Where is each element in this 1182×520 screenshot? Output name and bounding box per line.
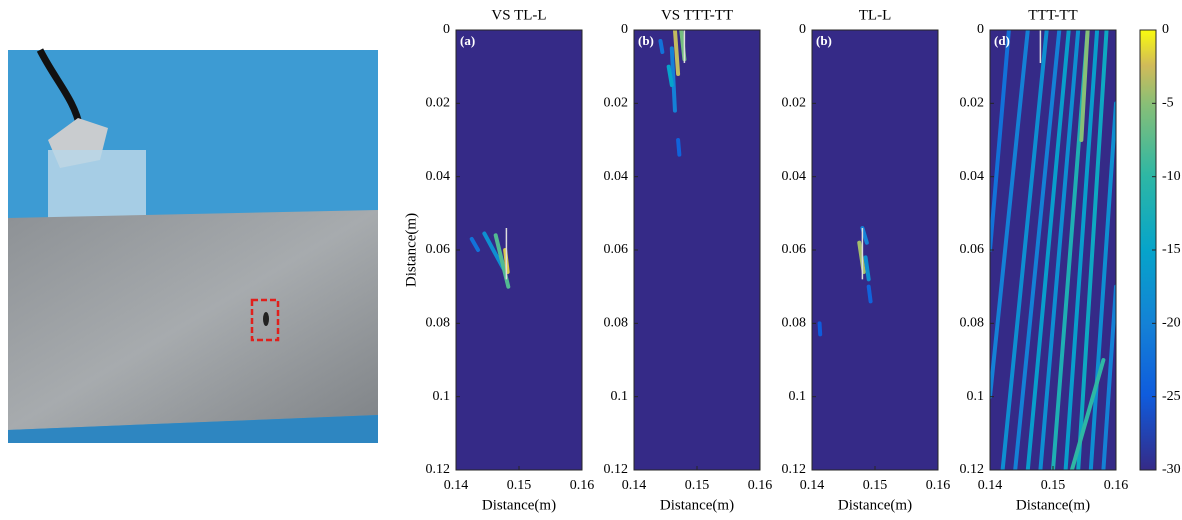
panel-label: (b) <box>816 33 832 48</box>
y-tick-label: 0.02 <box>782 96 807 111</box>
y-tick-label: 0.1 <box>611 389 629 404</box>
intensity-streak <box>482 231 506 271</box>
x-tick-label: 0.16 <box>1104 478 1129 493</box>
colorbar-tick-label: -10 <box>1162 169 1181 184</box>
y-tick-label: 0.1 <box>967 389 985 404</box>
y-tick-label: 0 <box>977 22 984 37</box>
panel-title: TTT-TT <box>1028 7 1077 23</box>
photo <box>8 48 378 443</box>
defect-box <box>250 298 280 342</box>
colorbar-tick-label: -15 <box>1162 242 1181 257</box>
y-axis-label: Distance(m) <box>403 213 419 287</box>
intensity-streak <box>669 46 677 113</box>
plot-background <box>456 30 582 470</box>
plot-area <box>817 226 873 337</box>
plot-area <box>990 30 1116 470</box>
intensity-streak <box>1000 30 1049 470</box>
y-tick-label: 0.12 <box>604 462 629 477</box>
intensity-streak <box>1063 30 1100 470</box>
intensity-streak <box>666 64 674 87</box>
y-tick-label: 0.04 <box>604 169 629 184</box>
intensity-streak <box>1088 101 1116 470</box>
y-tick-label: 0.1 <box>789 389 807 404</box>
intensity-streak <box>1069 358 1106 470</box>
intensity-streak <box>1025 30 1071 470</box>
y-tick-label: 0 <box>621 22 628 37</box>
y-tick-label: 0.06 <box>426 242 451 257</box>
x-tick-label: 0.16 <box>748 478 773 493</box>
wedge <box>48 150 146 222</box>
y-tick-label: 0.12 <box>426 462 451 477</box>
panel-label: (d) <box>994 33 1010 48</box>
x-tick-label: 0.14 <box>622 478 647 493</box>
intensity-streak <box>990 30 1011 252</box>
plot-area <box>469 228 511 289</box>
intensity-streak <box>990 30 1030 399</box>
y-tick-label: 0.04 <box>782 169 807 184</box>
intensity-streak <box>672 30 681 76</box>
intensity-streak <box>1038 30 1081 470</box>
x-tick-label: 0.15 <box>863 478 888 493</box>
y-tick-label: 0.08 <box>604 316 629 331</box>
intensity-streak <box>866 284 873 304</box>
plot-area <box>658 30 687 157</box>
x-axis-label: Distance(m) <box>838 497 912 513</box>
plot-background <box>812 30 938 470</box>
y-tick-label: 0.1 <box>433 389 451 404</box>
intensity-streak <box>817 321 823 337</box>
panel-title: VS TL-L <box>491 7 546 23</box>
x-tick-label: 0.14 <box>978 478 1003 493</box>
intensity-streak <box>658 39 665 54</box>
x-axis-label: Distance(m) <box>660 497 734 513</box>
intensity-streak <box>469 237 481 252</box>
photo-table <box>8 415 378 443</box>
y-tick-label: 0 <box>799 22 806 37</box>
colorbar-tick-label: -30 <box>1162 462 1181 477</box>
y-tick-label: 0.02 <box>960 96 985 111</box>
panel-label: (b) <box>638 33 654 48</box>
y-tick-label: 0.08 <box>782 316 807 331</box>
y-tick-label: 0.12 <box>782 462 807 477</box>
colorbar-tick-label: -5 <box>1162 96 1174 111</box>
y-tick-label: 0.02 <box>604 96 629 111</box>
x-axis-label: Distance(m) <box>482 497 556 513</box>
y-tick-label: 0.08 <box>426 316 451 331</box>
y-tick-label: 0.08 <box>960 316 985 331</box>
defect <box>263 312 269 326</box>
intensity-streak <box>1101 284 1116 470</box>
x-tick-label: 0.16 <box>570 478 595 493</box>
x-axis-label: Distance(m) <box>1016 497 1090 513</box>
x-tick-label: 0.15 <box>1041 478 1066 493</box>
panel-title: VS TTT-TT <box>661 7 733 23</box>
y-tick-label: 0.06 <box>604 242 629 257</box>
intensity-streak <box>1079 30 1090 142</box>
intensity-streak <box>1076 30 1109 470</box>
colorbar-tick-label: -25 <box>1162 389 1181 404</box>
x-tick-label: 0.16 <box>926 478 951 493</box>
y-tick-label: 0.12 <box>960 462 985 477</box>
y-tick-label: 0.04 <box>960 169 985 184</box>
steel-plate <box>8 210 378 430</box>
y-tick-label: 0.06 <box>782 242 807 257</box>
x-tick-label: 0.15 <box>507 478 532 493</box>
intensity-streak <box>676 138 682 157</box>
x-tick-label: 0.15 <box>685 478 710 493</box>
x-tick-label: 0.14 <box>444 478 469 493</box>
y-tick-label: 0.02 <box>426 96 451 111</box>
y-tick-label: 0.04 <box>426 169 451 184</box>
x-tick-label: 0.14 <box>800 478 825 493</box>
y-tick-label: 0 <box>443 22 450 37</box>
colorbar-tick-label: 0 <box>1162 22 1169 37</box>
colorbar-tick-label: -20 <box>1162 316 1181 331</box>
panel-title: TL-L <box>859 7 891 23</box>
panel-label: (a) <box>460 33 475 48</box>
y-tick-label: 0.06 <box>960 242 985 257</box>
intensity-streak <box>863 255 871 282</box>
intensity-streak <box>1013 30 1062 470</box>
plot-background <box>634 30 760 470</box>
